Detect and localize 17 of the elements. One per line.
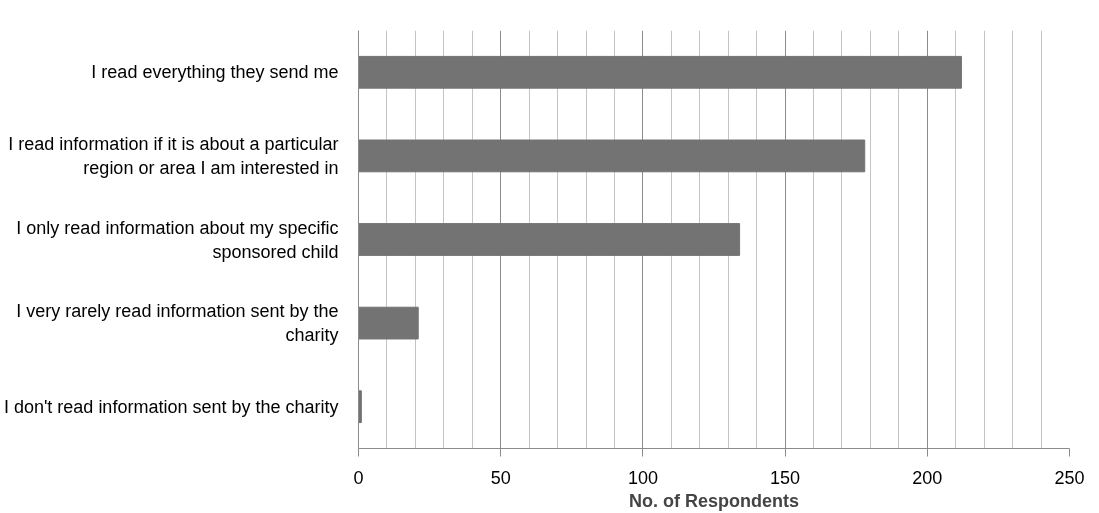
x-tick-label: 100 <box>627 467 658 488</box>
bar <box>358 306 419 340</box>
y-tick-label: I read everything they send me <box>91 62 339 83</box>
y-tick-label: I read information if it is about a particular region or area I am interested in <box>8 133 339 178</box>
x-tick-label: 150 <box>770 467 801 488</box>
x-tick-label: 200 <box>912 467 943 488</box>
bar <box>358 390 362 424</box>
y-tick-label: I only read information about my specific sponsored child <box>16 217 339 262</box>
x-tick-label: 50 <box>490 467 511 488</box>
bar <box>358 139 866 173</box>
bar <box>358 223 741 256</box>
bar <box>358 55 962 89</box>
y-tick-label: I don't read information sent by the charity <box>3 396 339 417</box>
x-tick-label: 250 <box>1054 467 1085 488</box>
x-axis-title: No. of Respondents <box>629 490 799 511</box>
y-tick-label: I very rarely read information sent by the charity <box>16 301 339 346</box>
x-tick-label: 0 <box>353 467 364 488</box>
